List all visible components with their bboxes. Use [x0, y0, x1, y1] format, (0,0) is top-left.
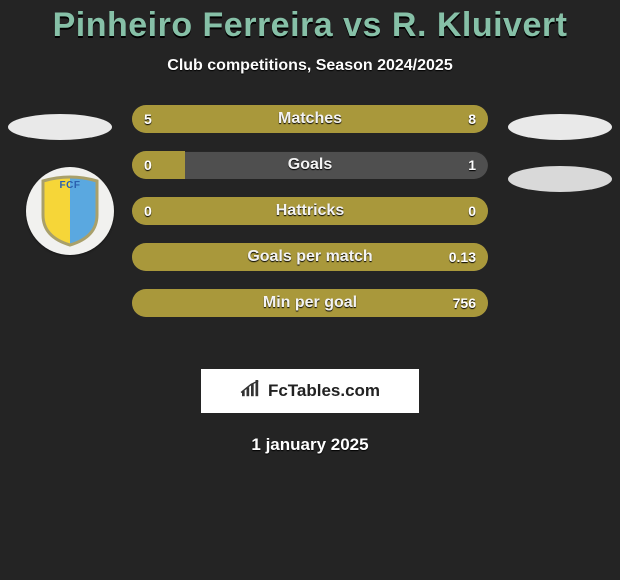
bar-chart-icon: [240, 380, 262, 403]
club-shield-icon: FCF: [39, 175, 101, 247]
stat-bar: 756Min per goal: [132, 289, 488, 317]
subtitle: Club competitions, Season 2024/2025: [0, 57, 620, 75]
stat-value-right: 0: [468, 197, 476, 225]
infographic-root: Pinheiro Ferreira vs R. Kluivert Club co…: [0, 0, 620, 455]
date-text: 1 january 2025: [0, 435, 620, 455]
club-badge: FCF: [26, 167, 114, 255]
stat-value-right: 8: [468, 105, 476, 133]
stat-bar: 58Matches: [132, 105, 488, 133]
stat-bar: 00Hattricks: [132, 197, 488, 225]
stat-bar: 0 1Goals: [132, 151, 488, 179]
stat-bar-fill-left: [132, 289, 488, 317]
stat-value-left: 0: [144, 151, 152, 179]
stat-bar-fill-left: [132, 151, 185, 179]
stat-bar-fill-left: [132, 243, 488, 271]
stat-bar-fill-right: [269, 105, 488, 133]
stat-value-right: 1: [468, 151, 476, 179]
stat-value-right: 756: [453, 289, 476, 317]
stat-bars: 58Matches01Goals00Hattricks0.13Goals per…: [132, 105, 488, 335]
club-badge-text: FCF: [39, 180, 101, 191]
stat-bar-fill-left: [132, 197, 488, 225]
placeholder-ellipse-right-1: [508, 114, 612, 140]
stat-value-right: 0.13: [449, 243, 476, 271]
stat-value-left: 5: [144, 105, 152, 133]
stat-label: Goals: [132, 151, 488, 179]
stat-bar: 0.13Goals per match: [132, 243, 488, 271]
comparison-panel: FCF 58Matches01Goals00Hattricks0.13Goals…: [0, 99, 620, 369]
brand-badge: FcTables.com: [201, 369, 419, 413]
placeholder-ellipse-left: [8, 114, 112, 140]
placeholder-ellipse-right-2: [508, 166, 612, 192]
stat-value-left: 0: [144, 197, 152, 225]
stat-bar-fill-left: [132, 105, 269, 133]
brand-text: FcTables.com: [268, 381, 380, 401]
page-title: Pinheiro Ferreira vs R. Kluivert: [0, 6, 620, 45]
